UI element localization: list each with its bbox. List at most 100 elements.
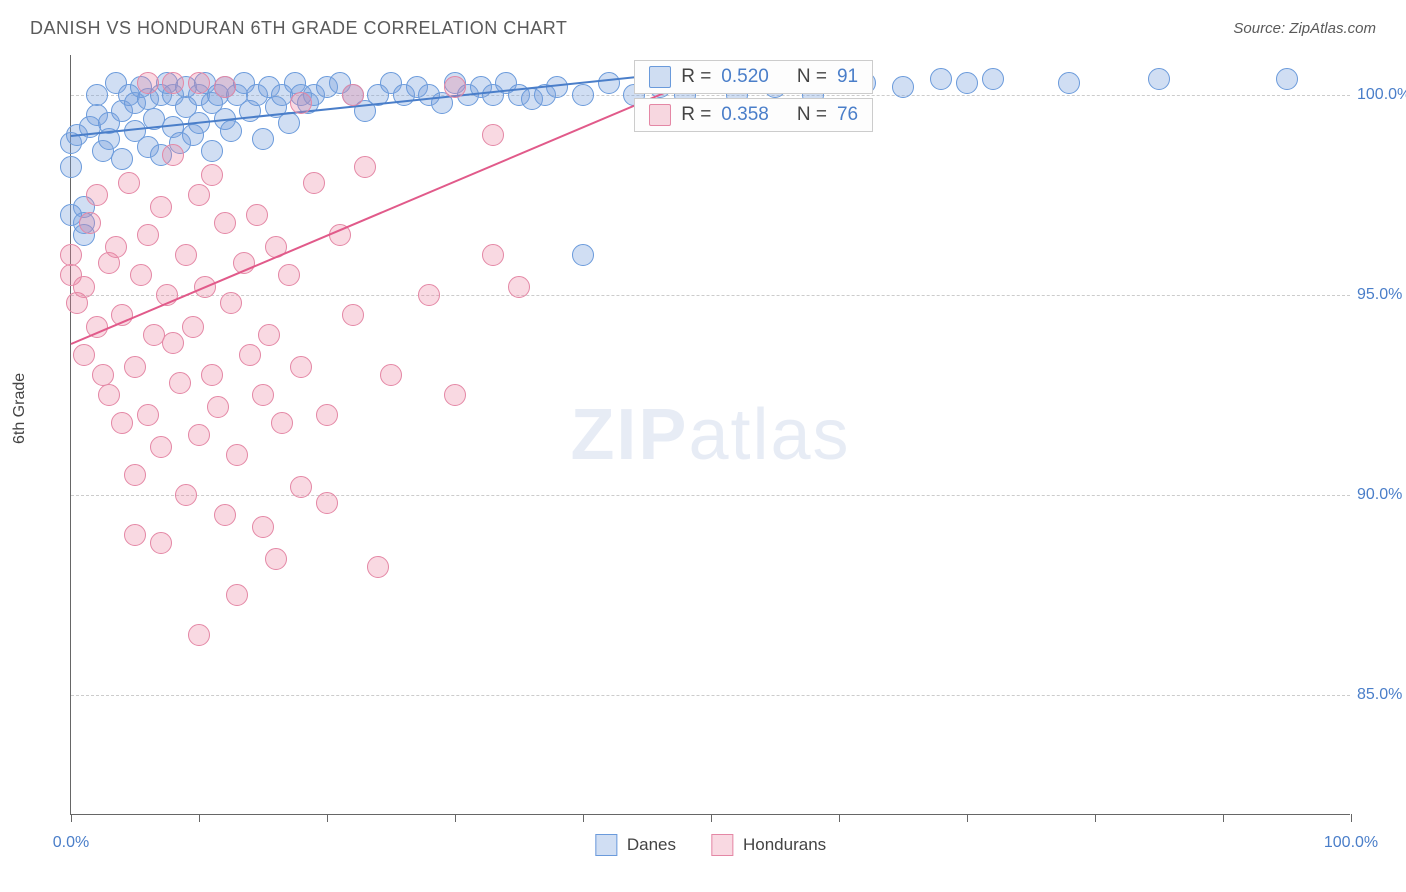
scatter-point bbox=[175, 244, 197, 266]
scatter-point bbox=[182, 316, 204, 338]
scatter-point bbox=[169, 372, 191, 394]
plot-area: ZIPatlas 85.0%90.0%95.0%100.0%0.0%100.0%… bbox=[70, 55, 1350, 815]
scatter-point bbox=[214, 212, 236, 234]
gridline bbox=[71, 295, 1350, 296]
scatter-point bbox=[278, 264, 300, 286]
scatter-point bbox=[239, 344, 261, 366]
scatter-point bbox=[290, 476, 312, 498]
scatter-point bbox=[111, 412, 133, 434]
scatter-point bbox=[367, 556, 389, 578]
x-tick-label: 0.0% bbox=[53, 834, 89, 852]
gridline bbox=[71, 495, 1350, 496]
scatter-point bbox=[207, 396, 229, 418]
scatter-point bbox=[226, 444, 248, 466]
scatter-point bbox=[252, 516, 274, 538]
scatter-point bbox=[380, 364, 402, 386]
scatter-point bbox=[444, 76, 466, 98]
scatter-point bbox=[246, 204, 268, 226]
x-tick bbox=[455, 814, 456, 822]
chart-header: DANISH VS HONDURAN 6TH GRADE CORRELATION… bbox=[0, 0, 1406, 49]
scatter-point bbox=[124, 356, 146, 378]
scatter-point bbox=[982, 68, 1004, 90]
scatter-point bbox=[271, 412, 293, 434]
scatter-point bbox=[892, 76, 914, 98]
stats-legend-row: R = 0.520N = 91 bbox=[634, 60, 873, 94]
legend-n-value: 76 bbox=[837, 104, 858, 126]
scatter-point bbox=[124, 464, 146, 486]
x-tick bbox=[711, 814, 712, 822]
x-tick-label: 100.0% bbox=[1324, 834, 1378, 852]
legend-n-value: 91 bbox=[837, 66, 858, 88]
scatter-point bbox=[79, 212, 101, 234]
scatter-point bbox=[188, 624, 210, 646]
scatter-point bbox=[290, 356, 312, 378]
scatter-point bbox=[316, 492, 338, 514]
scatter-point bbox=[86, 84, 108, 106]
scatter-point bbox=[73, 344, 95, 366]
scatter-point bbox=[124, 524, 146, 546]
x-tick bbox=[839, 814, 840, 822]
scatter-point bbox=[150, 436, 172, 458]
scatter-point bbox=[303, 172, 325, 194]
legend-r-value: 0.358 bbox=[721, 104, 769, 126]
scatter-point bbox=[137, 224, 159, 246]
legend-swatch bbox=[649, 104, 671, 126]
x-tick bbox=[71, 814, 72, 822]
legend-swatch bbox=[711, 834, 733, 856]
scatter-point bbox=[201, 140, 223, 162]
scatter-point bbox=[86, 184, 108, 206]
legend-swatch bbox=[595, 834, 617, 856]
scatter-point bbox=[1276, 68, 1298, 90]
y-tick-label: 90.0% bbox=[1357, 486, 1406, 504]
scatter-point bbox=[1058, 72, 1080, 94]
x-tick bbox=[327, 814, 328, 822]
gridline bbox=[71, 695, 1350, 696]
scatter-point bbox=[418, 284, 440, 306]
scatter-point bbox=[92, 364, 114, 386]
scatter-point bbox=[226, 584, 248, 606]
scatter-point bbox=[265, 548, 287, 570]
scatter-point bbox=[214, 76, 236, 98]
x-tick bbox=[1095, 814, 1096, 822]
x-tick bbox=[1351, 814, 1352, 822]
scatter-point bbox=[162, 332, 184, 354]
scatter-point bbox=[342, 304, 364, 326]
scatter-point bbox=[482, 124, 504, 146]
scatter-point bbox=[201, 364, 223, 386]
y-tick-label: 100.0% bbox=[1357, 86, 1406, 104]
legend-series-name: Danes bbox=[627, 835, 676, 855]
scatter-point bbox=[220, 292, 242, 314]
scatter-point bbox=[150, 196, 172, 218]
scatter-point bbox=[188, 424, 210, 446]
x-tick bbox=[199, 814, 200, 822]
scatter-point bbox=[130, 264, 152, 286]
scatter-point bbox=[220, 120, 242, 142]
chart-container: 6th Grade ZIPatlas 85.0%90.0%95.0%100.0%… bbox=[50, 55, 1370, 845]
scatter-point bbox=[60, 244, 82, 266]
scatter-point bbox=[342, 84, 364, 106]
scatter-point bbox=[508, 276, 530, 298]
scatter-point bbox=[118, 172, 140, 194]
scatter-point bbox=[201, 164, 223, 186]
x-tick bbox=[1223, 814, 1224, 822]
chart-title: DANISH VS HONDURAN 6TH GRADE CORRELATION… bbox=[30, 18, 567, 39]
scatter-point bbox=[482, 244, 504, 266]
scatter-point bbox=[956, 72, 978, 94]
scatter-point bbox=[354, 156, 376, 178]
scatter-point bbox=[188, 72, 210, 94]
scatter-point bbox=[98, 384, 120, 406]
scatter-point bbox=[111, 148, 133, 170]
scatter-point bbox=[175, 484, 197, 506]
bottom-legend-item: Danes bbox=[595, 834, 676, 856]
scatter-point bbox=[1148, 68, 1170, 90]
stats-legend-row: R = 0.358N = 76 bbox=[634, 98, 873, 132]
scatter-point bbox=[930, 68, 952, 90]
x-tick bbox=[967, 814, 968, 822]
legend-r-value: 0.520 bbox=[721, 66, 769, 88]
scatter-point bbox=[162, 144, 184, 166]
scatter-point bbox=[316, 404, 338, 426]
legend-swatch bbox=[649, 66, 671, 88]
watermark: ZIPatlas bbox=[570, 394, 850, 476]
scatter-point bbox=[278, 112, 300, 134]
scatter-point bbox=[252, 384, 274, 406]
